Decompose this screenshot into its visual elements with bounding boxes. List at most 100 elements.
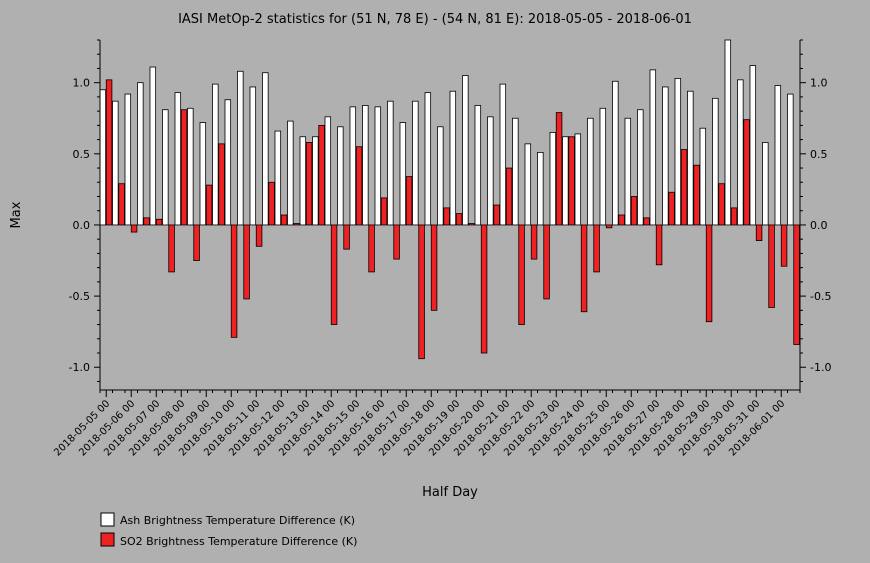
chart-title: IASI MetOp-2 statistics for (51 N, 78 E)… (178, 12, 692, 27)
bar-so2-30 (480, 224, 488, 354)
bar-ash-54 (774, 85, 782, 226)
bar-ash-38 (574, 133, 582, 226)
bar-so2-45 (668, 191, 675, 226)
bar-ash-8 (199, 122, 207, 226)
bar-so2-19 (343, 224, 350, 250)
bar-so2-34 (530, 224, 538, 260)
bar-so2-12 (255, 224, 263, 247)
bar-ash-32 (499, 83, 507, 226)
y-tick-label-right: 0.0 (810, 219, 828, 232)
bar-ash-25 (412, 100, 419, 226)
bar-so2-26 (430, 224, 438, 311)
bar-so2-48 (705, 224, 713, 323)
bar-ash-10 (224, 99, 232, 226)
bar-ash-39 (587, 117, 594, 226)
bar-so2-22 (380, 197, 388, 226)
bar-ash-46 (674, 78, 682, 226)
bar-ash-20 (349, 106, 357, 226)
bar-so2-49 (718, 183, 725, 226)
y-tick-label-right: 0.5 (810, 148, 828, 161)
bar-so2-7 (193, 224, 200, 261)
bar-so2-35 (543, 224, 550, 300)
bar-ash-5 (162, 109, 169, 226)
bar-ash-14 (274, 130, 282, 226)
bar-ash-55 (787, 93, 794, 226)
bar-so2-44 (655, 224, 663, 266)
bar-so2-5 (168, 224, 175, 273)
bar-so2-52 (755, 224, 763, 242)
bar-so2-55 (793, 224, 800, 345)
bar-so2-50 (730, 207, 738, 226)
legend-swatch-so2 (100, 532, 115, 547)
bar-so2-24 (405, 176, 413, 226)
bar-so2-1 (118, 183, 125, 226)
bar-ash-24 (399, 122, 407, 226)
bar-ash-13 (262, 72, 269, 226)
legend-label-so2: SO2 Brightness Temperature Difference (K… (120, 535, 357, 548)
bar-so2-6 (180, 109, 188, 226)
bar-so2-15 (293, 223, 300, 226)
bar-ash-12 (249, 86, 257, 226)
bar-so2-31 (493, 204, 500, 226)
bar-ash-40 (599, 107, 607, 226)
bars-group (99, 39, 800, 360)
bar-so2-18 (330, 224, 338, 325)
bar-so2-4 (155, 218, 163, 226)
bar-ash-16 (299, 136, 307, 226)
bar-ash-18 (324, 116, 332, 226)
y-tick-label-left: 1.0 (73, 77, 91, 90)
bar-so2-10 (230, 224, 238, 338)
bar-so2-47 (693, 164, 700, 226)
bar-ash-42 (624, 117, 632, 226)
bar-so2-16 (305, 142, 313, 226)
bar-so2-20 (355, 146, 363, 226)
axes-group: -1.0 -1.0-0.5 -0.50.0 0.00.5 0.51.0 1.02018-0… (52, 39, 831, 458)
bar-so2-51 (743, 119, 750, 226)
bar-ash-27 (437, 126, 444, 226)
bar-so2-54 (780, 224, 788, 267)
bar-so2-8 (205, 184, 213, 226)
bar-so2-33 (518, 224, 525, 325)
bar-ash-41 (612, 80, 619, 226)
bar-ash-31 (487, 116, 494, 226)
bar-ash-6 (174, 92, 182, 226)
bar-so2-41 (618, 214, 625, 226)
bar-ash-23 (387, 100, 394, 226)
bar-ash-37 (562, 136, 569, 226)
bar-so2-9 (218, 143, 225, 226)
bar-so2-25 (418, 224, 425, 360)
bar-ash-28 (449, 90, 457, 226)
bar-ash-35 (537, 151, 544, 226)
bar-ash-49 (712, 97, 719, 226)
bar-so2-38 (580, 224, 588, 313)
bar-ash-21 (362, 105, 369, 226)
bar-so2-46 (680, 149, 688, 226)
bar-so2-40 (605, 224, 613, 229)
bar-ash-17 (312, 136, 319, 226)
bar-ash-15 (287, 120, 294, 226)
y-tick-label-left: 0.0 (73, 219, 91, 232)
y-tick-label-right: -0.5 (810, 290, 831, 303)
bar-ash-1 (112, 100, 119, 226)
y-tick-label-left: -1.0 (69, 361, 90, 374)
bar-so2-2 (130, 224, 138, 233)
bar-ash-45 (662, 86, 669, 226)
bar-so2-36 (555, 112, 563, 226)
bar-ash-34 (524, 143, 532, 226)
bar-so2-39 (593, 224, 600, 273)
y-axis-title: Max (9, 201, 24, 228)
bar-ash-29 (462, 75, 469, 226)
bar-so2-28 (455, 213, 463, 226)
y-tick-label-left: -0.5 (69, 290, 90, 303)
bar-ash-22 (374, 106, 382, 226)
bar-so2-53 (768, 224, 775, 308)
legend: Ash Brightness Temperature Difference (K… (100, 512, 357, 548)
bar-so2-29 (468, 223, 475, 226)
bar-so2-32 (505, 167, 513, 226)
x-axis-title: Half Day (422, 485, 478, 500)
bar-ash-19 (337, 126, 344, 226)
bar-so2-37 (568, 136, 575, 226)
bar-ash-0 (99, 89, 107, 226)
bar-ash-53 (762, 142, 769, 226)
